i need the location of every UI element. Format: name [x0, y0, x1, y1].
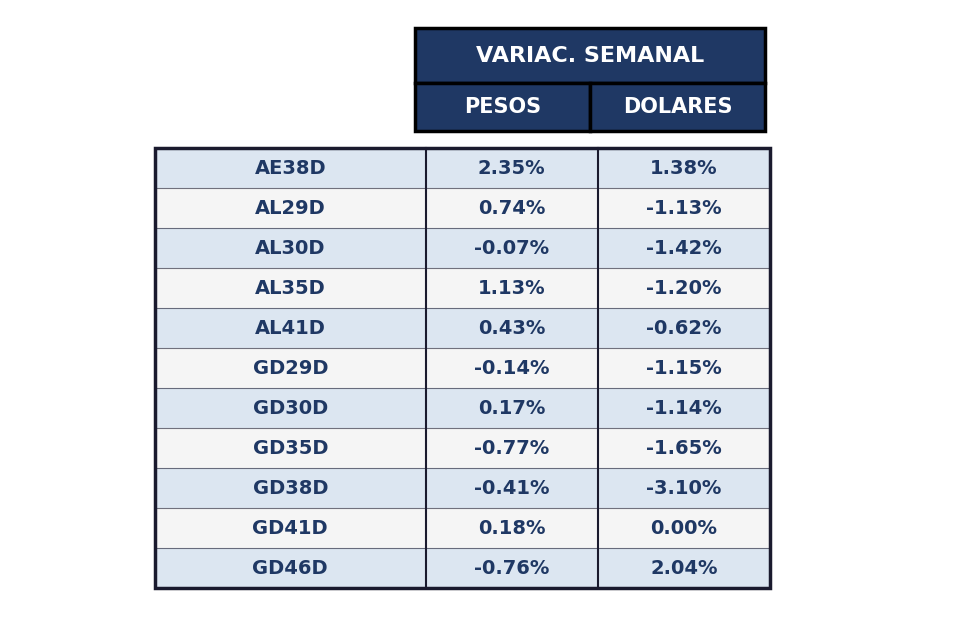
Text: AL35D: AL35D — [255, 279, 325, 298]
Text: AL29D: AL29D — [255, 198, 325, 218]
Bar — [415, 28, 765, 83]
Text: 2.35%: 2.35% — [478, 158, 546, 177]
Bar — [155, 308, 770, 348]
Text: -1.42%: -1.42% — [646, 238, 722, 258]
Bar — [155, 468, 770, 508]
Text: DOLARES: DOLARES — [622, 97, 732, 117]
Text: GD35D: GD35D — [253, 438, 328, 457]
Text: -0.62%: -0.62% — [646, 319, 721, 338]
Text: GD38D: GD38D — [253, 478, 328, 497]
Bar — [155, 148, 770, 588]
Text: GD29D: GD29D — [253, 359, 328, 378]
Text: VARIAC. SEMANAL: VARIAC. SEMANAL — [476, 46, 704, 66]
Text: -1.20%: -1.20% — [646, 279, 721, 298]
Text: 0.17%: 0.17% — [478, 399, 546, 417]
Text: PESOS: PESOS — [464, 97, 541, 117]
Text: -0.14%: -0.14% — [474, 359, 550, 378]
Text: GD46D: GD46D — [253, 558, 328, 577]
Text: -1.65%: -1.65% — [646, 438, 722, 457]
Text: -1.15%: -1.15% — [646, 359, 722, 378]
Bar — [155, 508, 770, 548]
Text: 0.74%: 0.74% — [478, 198, 546, 218]
Bar — [155, 228, 770, 268]
Text: 0.18%: 0.18% — [478, 518, 546, 537]
Bar — [590, 83, 765, 131]
Bar — [415, 83, 590, 131]
Text: 1.13%: 1.13% — [478, 279, 546, 298]
Bar — [155, 548, 770, 588]
Text: -0.76%: -0.76% — [474, 558, 550, 577]
Text: GD30D: GD30D — [253, 399, 328, 417]
Text: -1.14%: -1.14% — [646, 399, 722, 417]
Text: -0.77%: -0.77% — [474, 438, 550, 457]
Text: AE38D: AE38D — [255, 158, 326, 177]
Bar — [155, 388, 770, 428]
Text: 0.00%: 0.00% — [651, 518, 717, 537]
Text: 0.43%: 0.43% — [478, 319, 546, 338]
Text: AL41D: AL41D — [255, 319, 325, 338]
Text: -0.07%: -0.07% — [474, 238, 549, 258]
Bar — [155, 148, 770, 188]
Text: -0.41%: -0.41% — [474, 478, 550, 497]
Text: 2.04%: 2.04% — [650, 558, 717, 577]
Text: GD41D: GD41D — [253, 518, 328, 537]
Text: -1.13%: -1.13% — [646, 198, 721, 218]
Text: -3.10%: -3.10% — [646, 478, 721, 497]
Bar — [155, 188, 770, 228]
Bar — [155, 348, 770, 388]
Bar — [155, 268, 770, 308]
Text: AL30D: AL30D — [255, 238, 325, 258]
Text: 1.38%: 1.38% — [650, 158, 717, 177]
Bar — [155, 428, 770, 468]
